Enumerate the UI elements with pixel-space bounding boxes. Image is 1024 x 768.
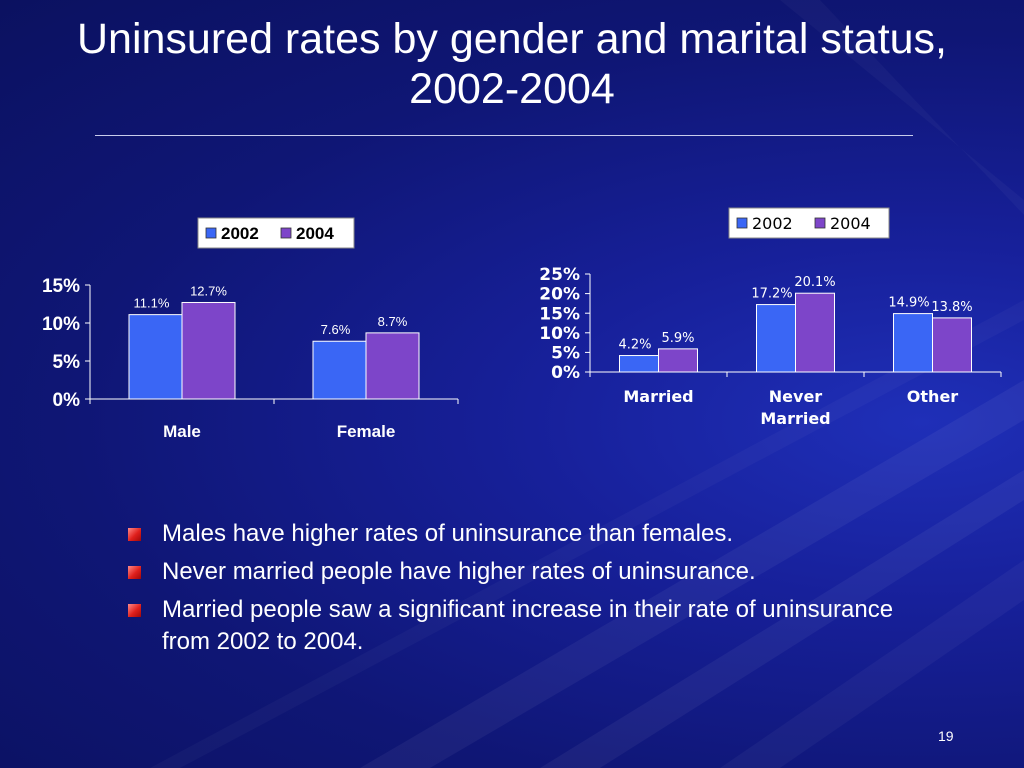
square-bullet-icon	[128, 604, 141, 617]
legend-swatch	[814, 217, 826, 229]
data-label: 20.1%	[794, 275, 835, 290]
x-category-label: Married	[623, 387, 693, 406]
bullet-item: Males have higher rates of uninsurance t…	[120, 518, 920, 550]
x-category-label: Married	[760, 409, 830, 428]
y-tick-label: 20%	[539, 285, 580, 305]
legend-swatch	[280, 227, 292, 239]
bar-2002-male	[128, 314, 183, 400]
bullet-text: Males have higher rates of uninsurance t…	[162, 520, 733, 547]
bullet-text: Never married people have higher rates o…	[162, 558, 756, 585]
bar-2004-never-married	[795, 292, 835, 373]
legend-box	[197, 217, 355, 249]
data-label: 8.7%	[378, 314, 408, 329]
bullet-text: Married people saw a significant increas…	[162, 596, 894, 655]
y-tick-label: 0%	[551, 363, 580, 383]
data-label: 13.8%	[931, 300, 972, 315]
y-tick-label: 10%	[42, 314, 80, 335]
legend-label: 2004	[296, 224, 334, 243]
y-tick-label: 5%	[551, 344, 580, 364]
legend-box	[728, 207, 890, 239]
square-bullet-icon	[128, 528, 141, 541]
x-category-label: Other	[907, 387, 958, 406]
y-tick-label: 0%	[53, 390, 81, 411]
legend-label: 2002	[221, 224, 259, 243]
title-divider	[95, 135, 913, 136]
data-label: 5.9%	[661, 331, 694, 346]
data-label: 14.9%	[888, 296, 929, 311]
data-label: 11.1%	[134, 296, 170, 311]
bar-2004-other	[932, 317, 972, 373]
legend-label: 2002	[752, 214, 793, 233]
bullet-list: Males have higher rates of uninsurance t…	[120, 518, 920, 664]
data-label: 17.2%	[751, 287, 792, 302]
legend-swatch	[205, 227, 217, 239]
data-label: 7.6%	[321, 322, 351, 337]
bullet-item: Never married people have higher rates o…	[120, 556, 920, 588]
bar-2004-male	[181, 301, 236, 400]
y-tick-label: 10%	[539, 324, 580, 344]
slide-title: Uninsured rates by gender and marital st…	[76, 15, 947, 113]
data-label: 4.2%	[618, 338, 651, 353]
bar-2002-female	[312, 340, 367, 400]
x-category-label: Female	[337, 422, 396, 441]
bar-2004-married	[658, 348, 698, 373]
y-tick-label: 5%	[53, 352, 81, 373]
legend-swatch	[736, 217, 748, 229]
page-number: 19	[938, 728, 954, 744]
y-tick-label: 15%	[539, 304, 580, 324]
data-label: 12.7%	[190, 283, 227, 298]
x-category-label: Male	[163, 422, 201, 441]
y-tick-label: 15%	[42, 276, 80, 297]
bar-2002-married	[619, 355, 659, 373]
legend-label: 2004	[830, 214, 871, 233]
bar-2004-female	[365, 332, 420, 400]
bar-2002-other	[893, 313, 933, 373]
y-tick-label: 25%	[539, 265, 580, 285]
x-category-label: Never	[769, 387, 823, 406]
bullet-item: Married people saw a significant increas…	[120, 594, 920, 658]
bar-2002-never-married	[756, 304, 796, 373]
square-bullet-icon	[128, 566, 141, 579]
